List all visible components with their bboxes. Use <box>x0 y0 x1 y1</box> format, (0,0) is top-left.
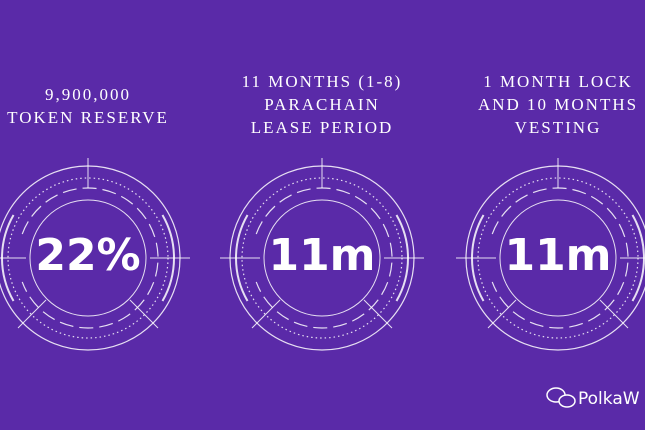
panel-label: VESTING <box>515 118 602 137</box>
gauge-decoration <box>220 158 424 351</box>
panel-value: 22% <box>35 230 140 281</box>
gauge-decoration <box>456 158 645 351</box>
panel-value: 11m <box>504 230 611 281</box>
watermark: PolkaW <box>546 387 640 409</box>
inner-ring <box>499 199 617 317</box>
inner-ring <box>263 199 381 317</box>
panel-label: 9,900,000 <box>45 85 131 104</box>
dashed-arc <box>21 187 159 329</box>
panel-value: 11m <box>268 230 375 281</box>
panel: 1 MONTH LOCK AND 10 MONTHS VESTING 11m <box>456 72 645 351</box>
panel-label: PARACHAIN <box>264 95 380 114</box>
cross-tick <box>363 299 393 329</box>
cross-tick <box>487 299 517 329</box>
panel-label: AND 10 MONTHS <box>478 95 638 114</box>
inner-ring <box>29 199 147 317</box>
panel-label: LEASE PERIOD <box>251 118 394 137</box>
cross-tick <box>17 299 47 329</box>
cross-tick <box>251 299 281 329</box>
dashed-arc <box>491 187 629 329</box>
cross-tick <box>599 299 629 329</box>
dashed-arc <box>255 187 393 329</box>
watermark-text: PolkaW <box>578 389 640 409</box>
gauge-decoration <box>0 158 190 351</box>
panel-label: 1 MONTH LOCK <box>483 72 633 91</box>
cross-tick <box>129 299 159 329</box>
panel-label: TOKEN RESERVE <box>7 108 169 127</box>
panel: 11 MONTHS (1-8) PARACHAIN LEASE PERIOD 11m <box>220 72 424 351</box>
panel-label: 11 MONTHS (1-8) <box>242 72 403 91</box>
panel: 9,900,000 TOKEN RESERVE 22% <box>0 85 190 351</box>
